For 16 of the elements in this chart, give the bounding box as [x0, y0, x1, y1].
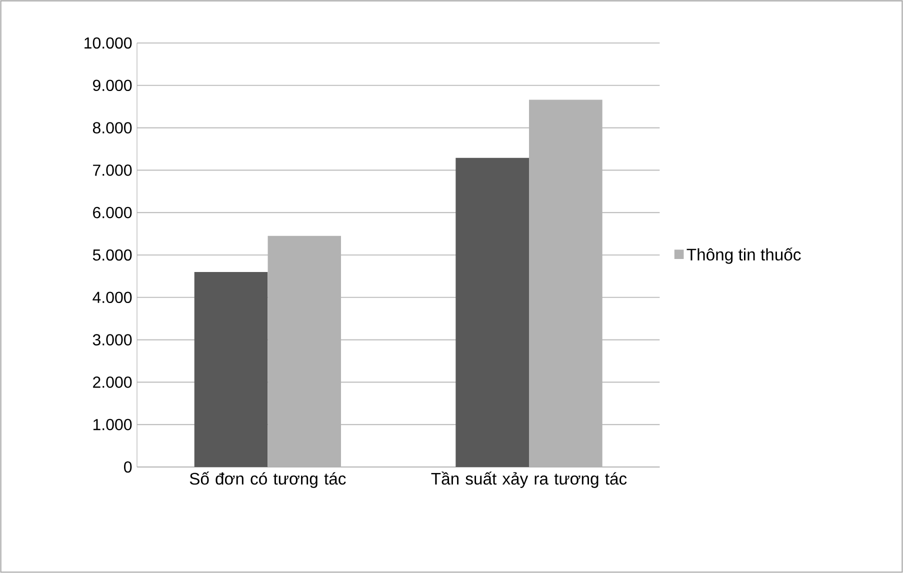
y-tick-label: 3.000 — [92, 334, 132, 346]
legend-label: Thông tin thuốc — [686, 248, 801, 264]
y-tick-label: 4.000 — [92, 292, 132, 304]
bar — [194, 272, 268, 467]
y-tick-label: 0 — [124, 461, 132, 473]
y-tick-label: 6.000 — [93, 206, 132, 218]
y-tick-label: 10.000 — [84, 37, 132, 49]
y-tick-label: 7.000 — [93, 164, 132, 176]
y-tick-label: 9.000 — [93, 80, 132, 92]
y-tick-label: 1.000 — [93, 418, 132, 430]
bar — [456, 158, 529, 467]
y-tick-label: 5.000 — [92, 249, 132, 261]
y-tick-label: 2.000 — [93, 376, 132, 388]
x-tick-label: Số đơn có tương tác — [190, 472, 346, 488]
y-tick-label: 8.000 — [92, 122, 132, 134]
x-tick-label: Tần suất xảy ra tương tác — [431, 472, 627, 488]
